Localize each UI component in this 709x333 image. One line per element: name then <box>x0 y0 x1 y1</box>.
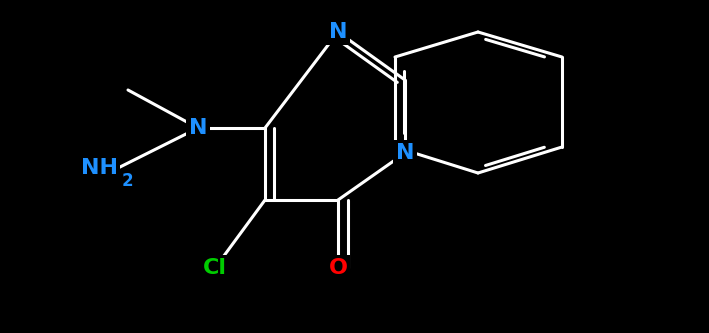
Text: NH: NH <box>81 158 118 178</box>
Text: N: N <box>396 143 414 163</box>
Text: Cl: Cl <box>203 258 227 278</box>
Text: O: O <box>328 258 347 278</box>
Text: N: N <box>189 118 207 138</box>
Text: 2: 2 <box>121 172 133 190</box>
Text: N: N <box>329 22 347 42</box>
